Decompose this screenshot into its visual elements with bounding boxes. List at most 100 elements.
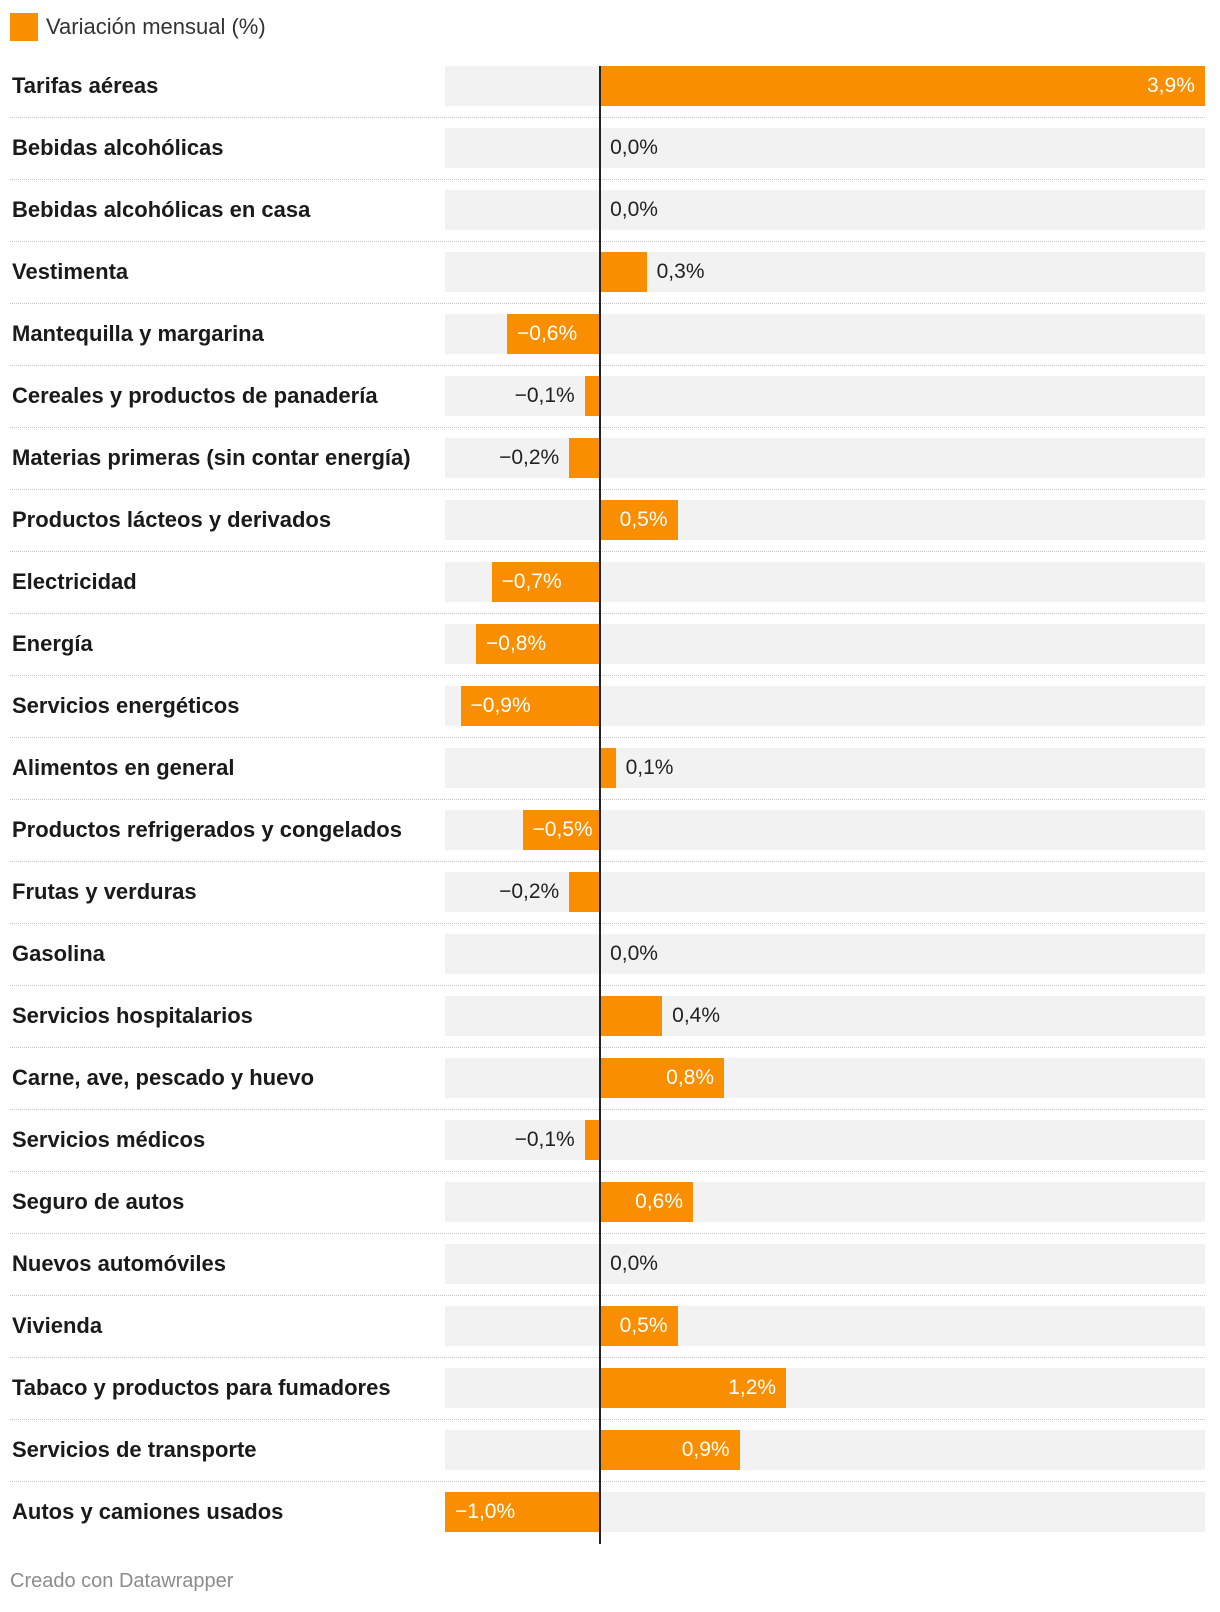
row-separator bbox=[10, 923, 1205, 924]
bar[interactable] bbox=[460, 686, 601, 726]
value-label: 0,9% bbox=[681, 1438, 730, 1461]
value-label: −0,1% bbox=[514, 1128, 575, 1151]
bar[interactable] bbox=[600, 1182, 694, 1222]
row-separator bbox=[10, 365, 1205, 366]
chart-row: Electricidad −0,7% bbox=[0, 556, 1220, 616]
credit-text[interactable]: Creado con Datawrapper bbox=[10, 1570, 234, 1592]
value-label: 0,0% bbox=[610, 942, 658, 965]
legend-label: Variación mensual (%) bbox=[46, 14, 266, 39]
bar[interactable] bbox=[491, 562, 601, 602]
row-separator bbox=[10, 1109, 1205, 1110]
row-separator bbox=[10, 1481, 1205, 1482]
value-label: −0,6% bbox=[517, 322, 578, 345]
category-label: Autos y camiones usados bbox=[12, 1499, 284, 1524]
value-label: 0,0% bbox=[610, 198, 658, 221]
bar-track bbox=[445, 748, 1205, 788]
bar[interactable] bbox=[584, 1120, 601, 1160]
value-label: 0,6% bbox=[635, 1190, 684, 1213]
bar-track bbox=[445, 252, 1205, 292]
chart-row: Servicios energéticos −0,9% bbox=[0, 680, 1220, 740]
value-label: 0,3% bbox=[656, 260, 705, 283]
bar[interactable] bbox=[600, 1368, 787, 1408]
bar-track bbox=[445, 128, 1205, 168]
bar[interactable] bbox=[600, 1430, 740, 1470]
row-separator bbox=[10, 737, 1205, 738]
chart-row: Bebidas alcohólicas 0,0% bbox=[0, 122, 1220, 182]
bar-track bbox=[445, 500, 1205, 540]
row-separator bbox=[10, 1357, 1205, 1358]
chart-row: Seguro de autos 0,6% bbox=[0, 1176, 1220, 1236]
category-label: Bebidas alcohólicas en casa bbox=[12, 197, 311, 222]
value-label: −0,9% bbox=[470, 694, 531, 717]
chart-row: Mantequilla y margarina −0,6% bbox=[0, 308, 1220, 368]
chart-row: Servicios hospitalarios 0,4% bbox=[0, 990, 1220, 1050]
bar[interactable] bbox=[476, 624, 601, 664]
bar[interactable] bbox=[600, 996, 663, 1036]
chart-row: Energía −0,8% bbox=[0, 618, 1220, 678]
chart-row: Gasolina 0,0% bbox=[0, 928, 1220, 988]
chart-row: Alimentos en general 0,1% bbox=[0, 742, 1220, 802]
category-label: Vivienda bbox=[12, 1313, 103, 1338]
value-label: −0,7% bbox=[501, 570, 562, 593]
bar-track bbox=[445, 1244, 1205, 1284]
category-label: Mantequilla y margarina bbox=[12, 321, 264, 346]
row-separator bbox=[10, 1419, 1205, 1420]
value-label: 0,5% bbox=[619, 1314, 668, 1337]
value-label: 0,0% bbox=[610, 1252, 658, 1275]
row-separator bbox=[10, 303, 1205, 304]
value-label: 0,8% bbox=[666, 1066, 715, 1089]
bar[interactable] bbox=[569, 438, 601, 478]
category-label: Energía bbox=[12, 631, 93, 656]
chart-row: Frutas y verduras −0,2% bbox=[0, 866, 1220, 926]
bar[interactable] bbox=[507, 314, 601, 354]
legend-swatch bbox=[10, 13, 38, 41]
bar[interactable] bbox=[600, 66, 1205, 106]
category-label: Productos refrigerados y congelados bbox=[12, 817, 402, 842]
chart-row: Servicios médicos −0,1% bbox=[0, 1114, 1220, 1174]
bar[interactable] bbox=[600, 252, 647, 292]
row-separator bbox=[10, 1047, 1205, 1048]
chart-row: Nuevos automóviles 0,0% bbox=[0, 1238, 1220, 1298]
bar-track bbox=[445, 934, 1205, 974]
bar-track bbox=[445, 996, 1205, 1036]
bar[interactable] bbox=[600, 500, 678, 540]
value-label: −0,5% bbox=[532, 818, 593, 841]
value-label: 0,1% bbox=[625, 756, 674, 779]
chart-row: Vivienda 0,5% bbox=[0, 1300, 1220, 1360]
bar[interactable] bbox=[569, 872, 601, 912]
row-separator bbox=[10, 427, 1205, 428]
row-separator bbox=[10, 985, 1205, 986]
value-label: 0,0% bbox=[610, 136, 658, 159]
bar-track bbox=[445, 1430, 1205, 1470]
row-separator bbox=[10, 613, 1205, 614]
chart-row: Servicios de transporte 0,9% bbox=[0, 1424, 1220, 1484]
bar[interactable] bbox=[522, 810, 601, 850]
bar[interactable] bbox=[445, 1492, 601, 1532]
bar[interactable] bbox=[600, 1058, 725, 1098]
row-separator bbox=[10, 179, 1205, 180]
category-label: Seguro de autos bbox=[12, 1189, 185, 1214]
value-label: 1,2% bbox=[728, 1376, 777, 1399]
bar[interactable] bbox=[600, 1306, 678, 1346]
value-label: 0,4% bbox=[672, 1004, 721, 1027]
category-label: Gasolina bbox=[12, 941, 105, 966]
value-label: −0,2% bbox=[499, 880, 560, 903]
row-separator bbox=[10, 1171, 1205, 1172]
category-label: Servicios energéticos bbox=[12, 693, 240, 718]
value-label: −0,2% bbox=[499, 446, 560, 469]
row-separator bbox=[10, 551, 1205, 552]
row-separator bbox=[10, 1295, 1205, 1296]
value-label: −0,1% bbox=[514, 384, 575, 407]
row-separator bbox=[10, 799, 1205, 800]
category-label: Cereales y productos de panadería bbox=[12, 383, 378, 408]
category-label: Nuevos automóviles bbox=[12, 1251, 226, 1276]
chart-row: Bebidas alcohólicas en casa 0,0% bbox=[0, 184, 1220, 244]
bar[interactable] bbox=[584, 376, 601, 416]
chart-row: Cereales y productos de panadería −0,1% bbox=[0, 370, 1220, 430]
category-label: Vestimenta bbox=[12, 259, 129, 284]
bar[interactable] bbox=[600, 748, 616, 788]
row-separator bbox=[10, 675, 1205, 676]
category-label: Frutas y verduras bbox=[12, 879, 197, 904]
chart-row: Vestimenta 0,3% bbox=[0, 246, 1220, 306]
value-label: 3,9% bbox=[1147, 74, 1195, 97]
